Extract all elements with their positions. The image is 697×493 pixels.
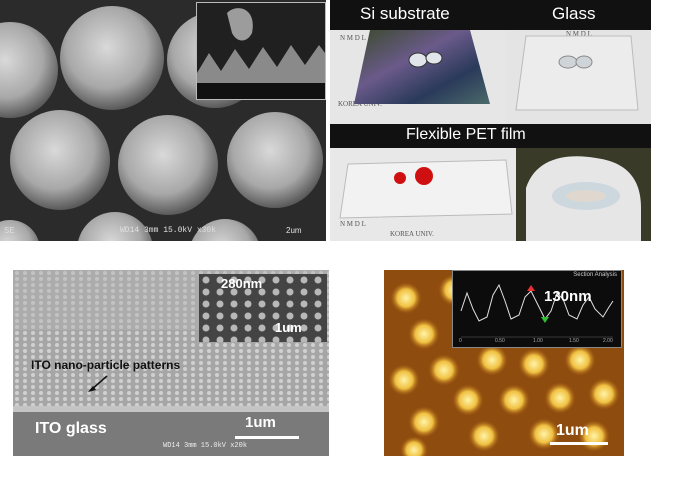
tick-2: 1.00 [533,338,543,344]
tick-4: 2.00 [603,338,613,344]
afm-scale-bar [550,442,608,445]
tick-1: 0.50 [495,338,505,344]
flexible-pet-label: Flexible PET film [406,126,526,143]
ito-top-view-inset [199,274,327,342]
sem-spheres-panel: WD14 3mm 15.0kV x30k 2um SE [0,0,326,241]
ito-sem-caption: WD14 3mm 15.0kV x20k [163,442,248,450]
afm-panel: Section Analysis 0 0.50 1.00 1.50 2.00 1… [384,270,624,456]
afm-scale-label: 1um [556,422,589,439]
detector-label: SE [4,226,15,235]
si-substrate-label: Si substrate [360,4,450,23]
profile-title: Section Analysis [573,272,617,278]
particle-size-label: 280nm [221,276,263,291]
substrate-photos-panel: N M D L KOREA UNIV. N M D L KOREA UNIV. [330,0,651,241]
ito-glass-label: ITO glass [35,420,107,437]
scale-label: 2um [286,226,302,235]
sem-caption: WD14 3mm 15.0kV x30k [120,226,217,235]
height-label: 130nm [544,288,592,305]
ito-pattern-label: ITO nano-particle patterns [31,358,181,372]
pet-film-photo: N M D L KOREA UNIV. [330,148,516,241]
main-scale-bar [235,436,299,439]
glass-label: Glass [552,4,596,23]
tick-0: 0 [459,338,462,344]
pattern-arrow [88,375,108,392]
ito-sem-panel: 280nm 1um ITO nano-particle patterns ITO… [13,270,329,456]
tick-3: 1.50 [569,338,579,344]
sem-cross-section-inset [196,2,326,100]
section-profile-inset: Section Analysis 0 0.50 1.00 1.50 2.00 [452,270,622,348]
inset-scale-label: 1um [275,320,302,335]
main-scale-label: 1um [245,414,276,431]
bent-pet-film-photo [516,148,651,241]
